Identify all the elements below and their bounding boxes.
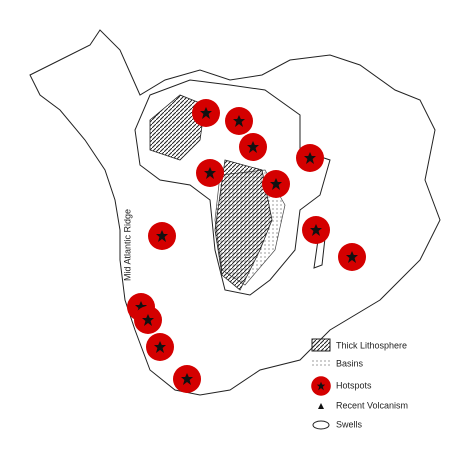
ridge-outline <box>29 29 441 396</box>
legend-label: Recent Volcanism <box>336 400 408 410</box>
legend-label: Thick Lithosphere <box>336 340 407 350</box>
legend-label: Basins <box>336 358 364 368</box>
legend-label: Hotspots <box>336 380 372 390</box>
ridge-label: Mid Atlantic Ridge <box>122 209 132 281</box>
legend-label: Swells <box>336 419 363 429</box>
legend: Thick Lithosphere Basins Hotspots Recent… <box>311 338 408 430</box>
